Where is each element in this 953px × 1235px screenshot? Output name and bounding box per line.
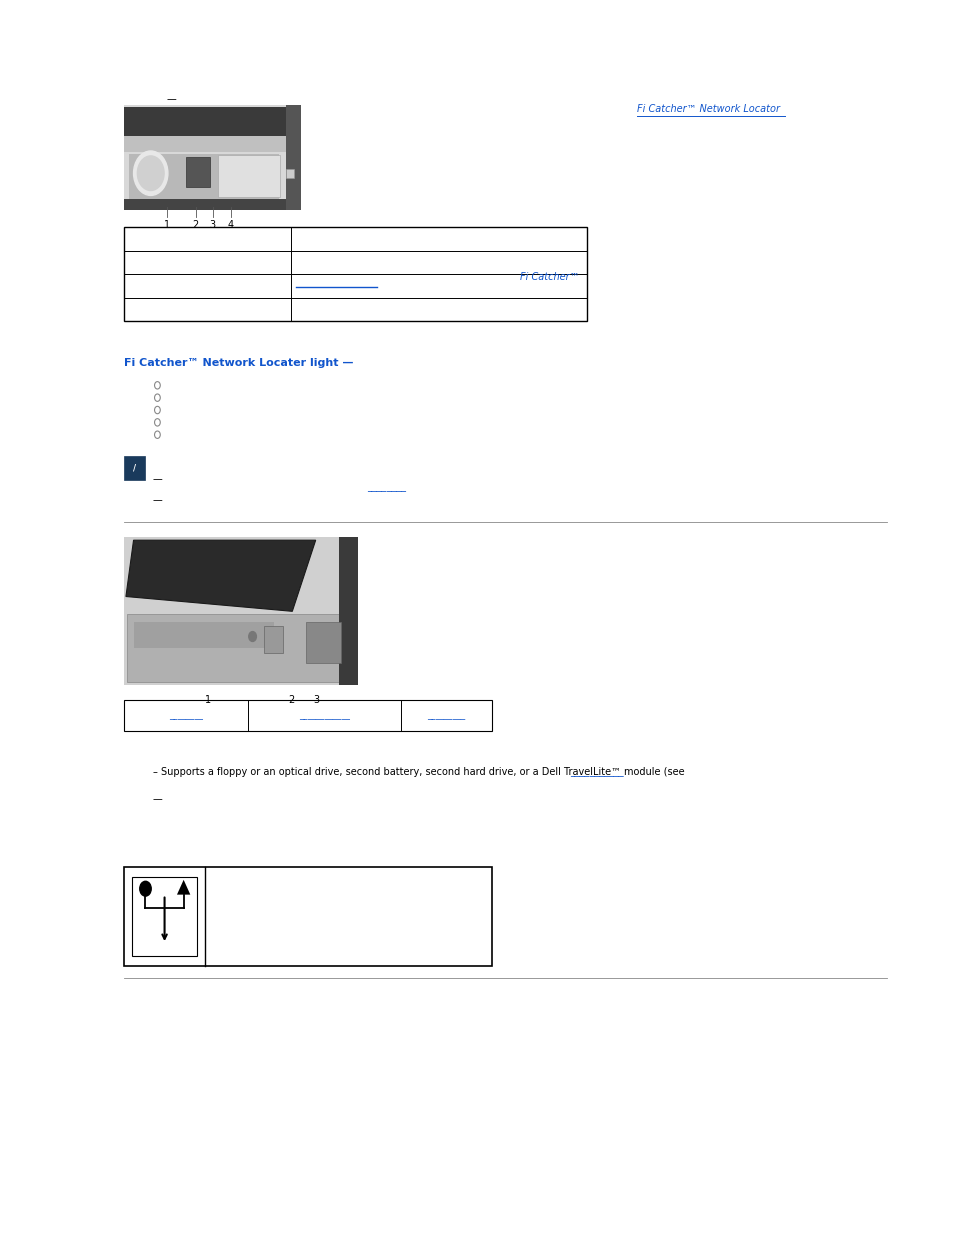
Text: – Supports a floppy or an optical drive, second battery, second hard drive, or a: – Supports a floppy or an optical drive,…	[152, 767, 683, 777]
Bar	[124, 867, 492, 966]
Bar	[286, 168, 294, 179]
Bar	[129, 154, 278, 200]
Polygon shape	[126, 540, 315, 611]
Text: —: —	[152, 474, 162, 484]
Text: 3: 3	[210, 220, 215, 230]
Bar	[338, 537, 357, 685]
Circle shape	[140, 882, 151, 897]
Text: ________: ________	[169, 711, 203, 720]
Bar	[124, 137, 300, 152]
Bar	[286, 105, 300, 210]
Bar	[132, 877, 197, 956]
Text: Fi Catcher™ Network Locater light —: Fi Catcher™ Network Locater light —	[124, 358, 354, 368]
Bar	[124, 456, 145, 480]
Bar	[124, 200, 300, 210]
Bar	[264, 626, 283, 653]
Text: —: —	[152, 495, 162, 505]
Bar	[186, 157, 210, 186]
Polygon shape	[127, 614, 355, 683]
Circle shape	[249, 631, 256, 641]
Bar	[124, 700, 492, 731]
Text: ___________: ___________	[570, 767, 623, 777]
Text: 3: 3	[314, 695, 319, 705]
Text: Fi Catcher™ Network Locator: Fi Catcher™ Network Locator	[637, 104, 780, 114]
Bar	[133, 621, 274, 648]
Text: 1: 1	[205, 695, 211, 705]
Text: Fi Catcher™: Fi Catcher™	[519, 273, 578, 283]
Text: _________: _________	[427, 711, 465, 720]
Text: /: /	[132, 463, 136, 473]
Bar	[124, 105, 300, 210]
Text: —: —	[152, 794, 162, 804]
Circle shape	[137, 156, 164, 190]
Text: 4: 4	[228, 220, 233, 230]
Polygon shape	[177, 879, 190, 894]
Text: ____________: ____________	[298, 711, 350, 720]
Circle shape	[133, 151, 168, 195]
Text: 1: 1	[164, 220, 170, 230]
Text: 2: 2	[288, 695, 294, 705]
Bar	[124, 537, 357, 685]
Text: 2: 2	[193, 220, 198, 230]
Text: —: —	[167, 94, 176, 104]
Bar	[124, 227, 586, 321]
Bar	[124, 107, 300, 137]
Bar	[217, 156, 279, 198]
Bar	[306, 621, 341, 663]
Text: ________: ________	[367, 482, 406, 492]
